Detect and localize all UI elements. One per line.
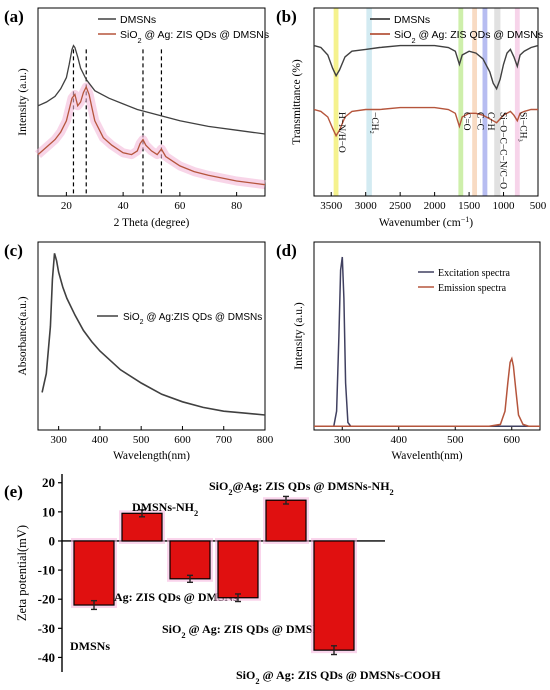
bar-1 (121, 512, 163, 542)
series-line-sio2-ag-zis (37, 85, 266, 186)
panel-b-ftir: 3500 3000 2500 2000 1500 1000 500 H−N/H−O −CH₂ C=… (291, 7, 547, 230)
bar-4 (265, 499, 307, 542)
y-tick-label: -30 (38, 621, 55, 636)
bar-5 (313, 540, 355, 651)
x-tick-label: 500 (530, 200, 547, 212)
panel-d-pl: 300 400 500 600 Excitation spectra Emission s… (293, 241, 541, 462)
panel-c-absorbance: 300 400 500 600 700 800 SiO2 @ Ag:ZIS QDs @ DM… (17, 241, 274, 462)
x-axis-label: 2 Theta (degree) (114, 217, 190, 229)
band-label: C−C (475, 112, 485, 130)
ftir-band-6 (514, 8, 520, 196)
legend-label: SiO2 @ Ag: ZIS QDs @ DMSNs (120, 29, 269, 45)
legend-label: Emission spectra (438, 283, 507, 294)
plot-frame (313, 241, 541, 431)
panel-label-b: (b) (276, 7, 297, 26)
category-label: Ag: ZIS QDs @ DMSNs (114, 590, 238, 604)
x-axis-label: Wavelength(nm) (113, 450, 190, 462)
legend: DMSNs SiO2 @ Ag: ZIS QDs @ DMSNs (98, 14, 269, 45)
y-tick-label: 10 (42, 504, 55, 519)
y-axis-label: Intensity (a.u.) (293, 302, 305, 370)
panel-label-a: (a) (4, 7, 24, 26)
x-tick-label: 400 (92, 434, 109, 446)
series-line-dmsns (37, 44, 266, 135)
ftir-band-5 (494, 8, 501, 196)
y-tick-label: -10 (38, 563, 55, 578)
category-label: SiO2 @ Ag: ZIS QDs @ DMSNs (162, 622, 326, 640)
y-axis-label: Absorbance(a.u.) (17, 296, 29, 375)
x-tick-label: 3500 (320, 200, 343, 212)
band-label: H−N/H−O (336, 112, 346, 153)
dashed-reference-lines (72, 49, 163, 196)
category-label: DMSNs (70, 639, 110, 653)
series-highlight (35, 82, 266, 190)
x-tick-label: 3000 (355, 200, 378, 212)
panel-e-zeta: 20 10 0 -10 -20 -30 -40 Zeta potential(mV) DMSNs… (15, 474, 441, 686)
legend-label: Excitation spectra (438, 268, 510, 279)
y-axis-label: Intensity (a.u.) (17, 68, 29, 136)
legend: SiO2 @ Ag:ZIS QDs @ DMSNs (97, 312, 262, 326)
category-label: DMSNs-NH2 (132, 500, 198, 518)
ftir-band-3 (472, 8, 478, 196)
series-line-emission (314, 356, 540, 427)
x-tick-label: 20 (61, 200, 73, 212)
x-axis-label: Wavenumber (cm−1) (379, 215, 473, 230)
panel-label-d: (d) (276, 241, 297, 260)
band-label: C−H (485, 112, 495, 131)
x-tick-label: 600 (174, 434, 191, 446)
y-axis-label: Transmittance (%) (291, 59, 303, 145)
x-tick-label: 800 (257, 434, 274, 446)
y-tick-label: 0 (49, 533, 56, 548)
y-tick-label: 20 (42, 475, 55, 490)
plot-frame (37, 241, 266, 431)
y-tick-label: -40 (38, 650, 55, 665)
legend-label: DMSNs (120, 14, 156, 26)
x-tick-label: 300 (50, 434, 67, 446)
y-axis-label: Zeta potential(mV) (15, 525, 29, 621)
x-tick-label: 2000 (424, 200, 447, 212)
series-line-sio2-ag-zis (313, 106, 538, 138)
band-label: Si−O−C−C−N/C−O (497, 112, 507, 189)
x-tick-label: 500 (447, 434, 464, 446)
ftir-band-1 (366, 8, 372, 196)
x-tick-label: 500 (133, 434, 150, 446)
band-label: −CH₂ (369, 112, 379, 134)
x-tick-label: 80 (231, 200, 243, 212)
panel-label-e: (e) (4, 482, 23, 501)
band-label: C=O (461, 112, 471, 131)
ftir-band-0 (333, 8, 339, 196)
category-label: SiO2 @ Ag: ZIS QDs @ DMSNs-COOH (236, 668, 441, 686)
legend: DMSNs SiO2 @ Ag: ZIS QDs @ DMSNs (370, 14, 543, 45)
x-tick-label: 40 (118, 200, 130, 212)
band-label: Si−CH₃ (517, 112, 527, 142)
panel-a-xrd: 20 40 60 80 DMSNs SiO2 @ Ag: ZIS QDs @ DMSNs 2… (17, 7, 269, 229)
bar-0 (73, 540, 115, 606)
series-line-dmsns (313, 44, 539, 91)
ftir-band-2 (458, 8, 464, 196)
x-tick-label: 60 (174, 200, 186, 212)
legend: Excitation spectra Emission spectra (418, 268, 510, 294)
legend-label: DMSNs (394, 14, 430, 26)
bar-3 (217, 540, 259, 599)
plot-frame (313, 7, 539, 197)
ftir-band-4 (482, 8, 488, 196)
legend-label: SiO2 @ Ag: ZIS QDs @ DMSNs (394, 29, 543, 45)
y-tick-label: -20 (38, 592, 55, 607)
x-tick-label: 1000 (493, 200, 516, 212)
bar-2 (169, 540, 211, 580)
x-tick-label: 700 (215, 434, 232, 446)
series-line-absorbance (41, 253, 266, 416)
legend-label: SiO2 @ Ag:ZIS QDs @ DMSNs (123, 312, 262, 326)
x-tick-label: 600 (504, 434, 521, 446)
plot-frame (37, 7, 266, 197)
x-tick-label: 400 (391, 434, 408, 446)
x-tick-label: 300 (334, 434, 351, 446)
panel-label-c: (c) (4, 241, 23, 260)
category-label: SiO2@Ag: ZIS QDs @ DMSNs-NH2 (209, 479, 394, 497)
x-tick-label: 1500 (458, 200, 481, 212)
x-tick-label: 2500 (389, 200, 412, 212)
x-axis-label: Wavelenth(nm) (391, 450, 462, 462)
